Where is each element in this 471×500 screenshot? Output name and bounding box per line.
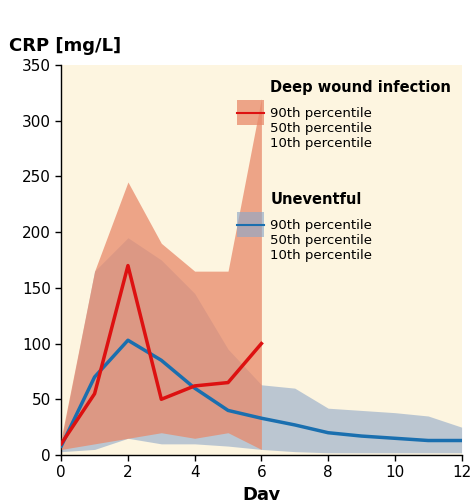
- Text: CRP [mg/L]: CRP [mg/L]: [9, 37, 122, 55]
- Legend: Deep wound infection, 90th percentile
50th percentile
10th percentile, , Unevent: Deep wound infection, 90th percentile 50…: [233, 72, 455, 266]
- X-axis label: Day: Day: [242, 486, 281, 500]
